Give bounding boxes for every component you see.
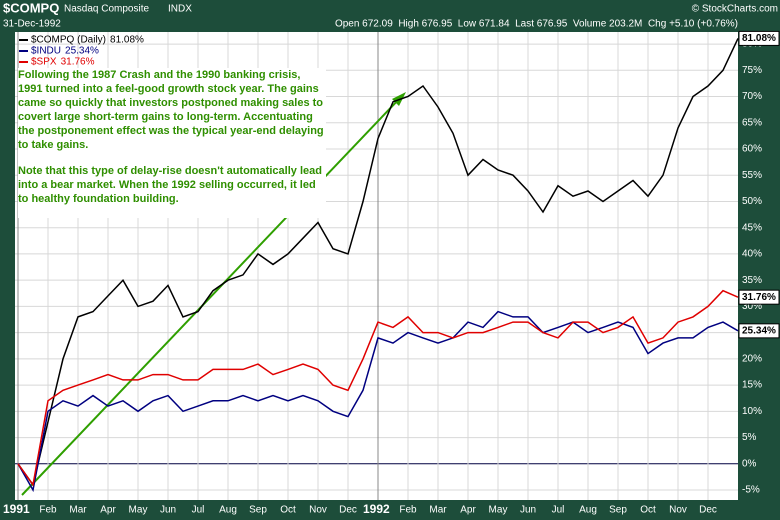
y-tick-label: -5% [742,485,760,496]
y-tick-label: 20% [742,354,762,365]
trend-arrow [21,97,401,496]
x-tick-label: Mar [429,505,447,516]
x-tick-label: Mar [69,505,87,516]
y-tick-label: 15% [742,380,762,391]
x-tick-label: Nov [309,505,327,516]
x-tick-label: Aug [579,505,597,516]
y-tick-label: 0% [742,458,757,469]
legend-value: 31.76% [61,57,95,68]
annotation-text: Note that this type of delay-rise doesn'… [18,165,322,205]
x-tick-label: May [129,505,148,516]
x-tick-label: Feb [399,505,417,516]
x-tick-label: Dec [699,505,717,516]
x-tick-label: Apr [100,505,116,516]
last-value-label: 25.34% [742,325,776,336]
last-value-label: 81.08% [742,33,776,44]
y-tick-label: 50% [742,196,762,207]
y-tick-label: 70% [742,91,762,102]
y-tick-label: 30% [742,301,762,312]
x-tick-label: Jun [520,505,536,516]
y-tick-label: 65% [742,117,762,128]
credit: © StockCharts.com [692,4,778,15]
quote: Open 672.09 High 676.95 Low 671.84 Last … [335,19,738,30]
date: 31-Dec-1992 [3,19,61,30]
legend-label: $COMPQ (Daily) [31,35,106,46]
last-value-flag [738,289,780,305]
x-tick-label: Dec [339,505,357,516]
x-tick-label: Sep [249,505,267,516]
x-tick-label: Nov [669,505,687,516]
x-tick-label: 1992 [363,502,390,516]
legend-value: 81.08% [110,35,144,46]
x-tick-label: Jul [552,505,565,516]
x-tick-label: Sep [609,505,627,516]
last-value-label: 31.76% [742,292,776,303]
annotation-text: Following the 1987 Crash and the 1990 ba… [18,69,324,151]
y-tick-label: 75% [742,65,762,76]
annotation: Following the 1987 Crash and the 1990 ba… [18,68,326,218]
x-tick-label: Aug [219,505,237,516]
y-tick-label: 40% [742,249,762,260]
symbol: $COMPQ [3,0,59,15]
y-tick-label: 55% [742,170,762,181]
legend-label: $INDU [31,46,61,57]
x-tick-label: Oct [280,505,296,516]
y-tick-label: 60% [742,144,762,155]
exchange: INDX [168,4,192,15]
y-tick-label: 10% [742,406,762,417]
y-tick-label: 5% [742,432,757,443]
series-line [17,289,739,487]
x-tick-label: Jul [192,505,205,516]
y-tick-label: 45% [742,222,762,233]
x-tick-label: Oct [640,505,656,516]
series-line [17,38,739,487]
x-tick-label: Apr [460,505,476,516]
last-value-flag [738,323,780,339]
x-tick-label: 1991 [3,502,30,516]
x-tick-label: May [489,505,508,516]
legend-value: 25.34% [65,46,99,57]
x-tick-label: Feb [39,505,57,516]
y-tick-label: 35% [742,275,762,286]
last-value-flag [738,30,780,46]
index-name: Nasdaq Composite [64,4,149,15]
x-tick-label: Jun [160,505,176,516]
series-line [17,310,739,493]
legend-label: $SPX [31,57,57,68]
